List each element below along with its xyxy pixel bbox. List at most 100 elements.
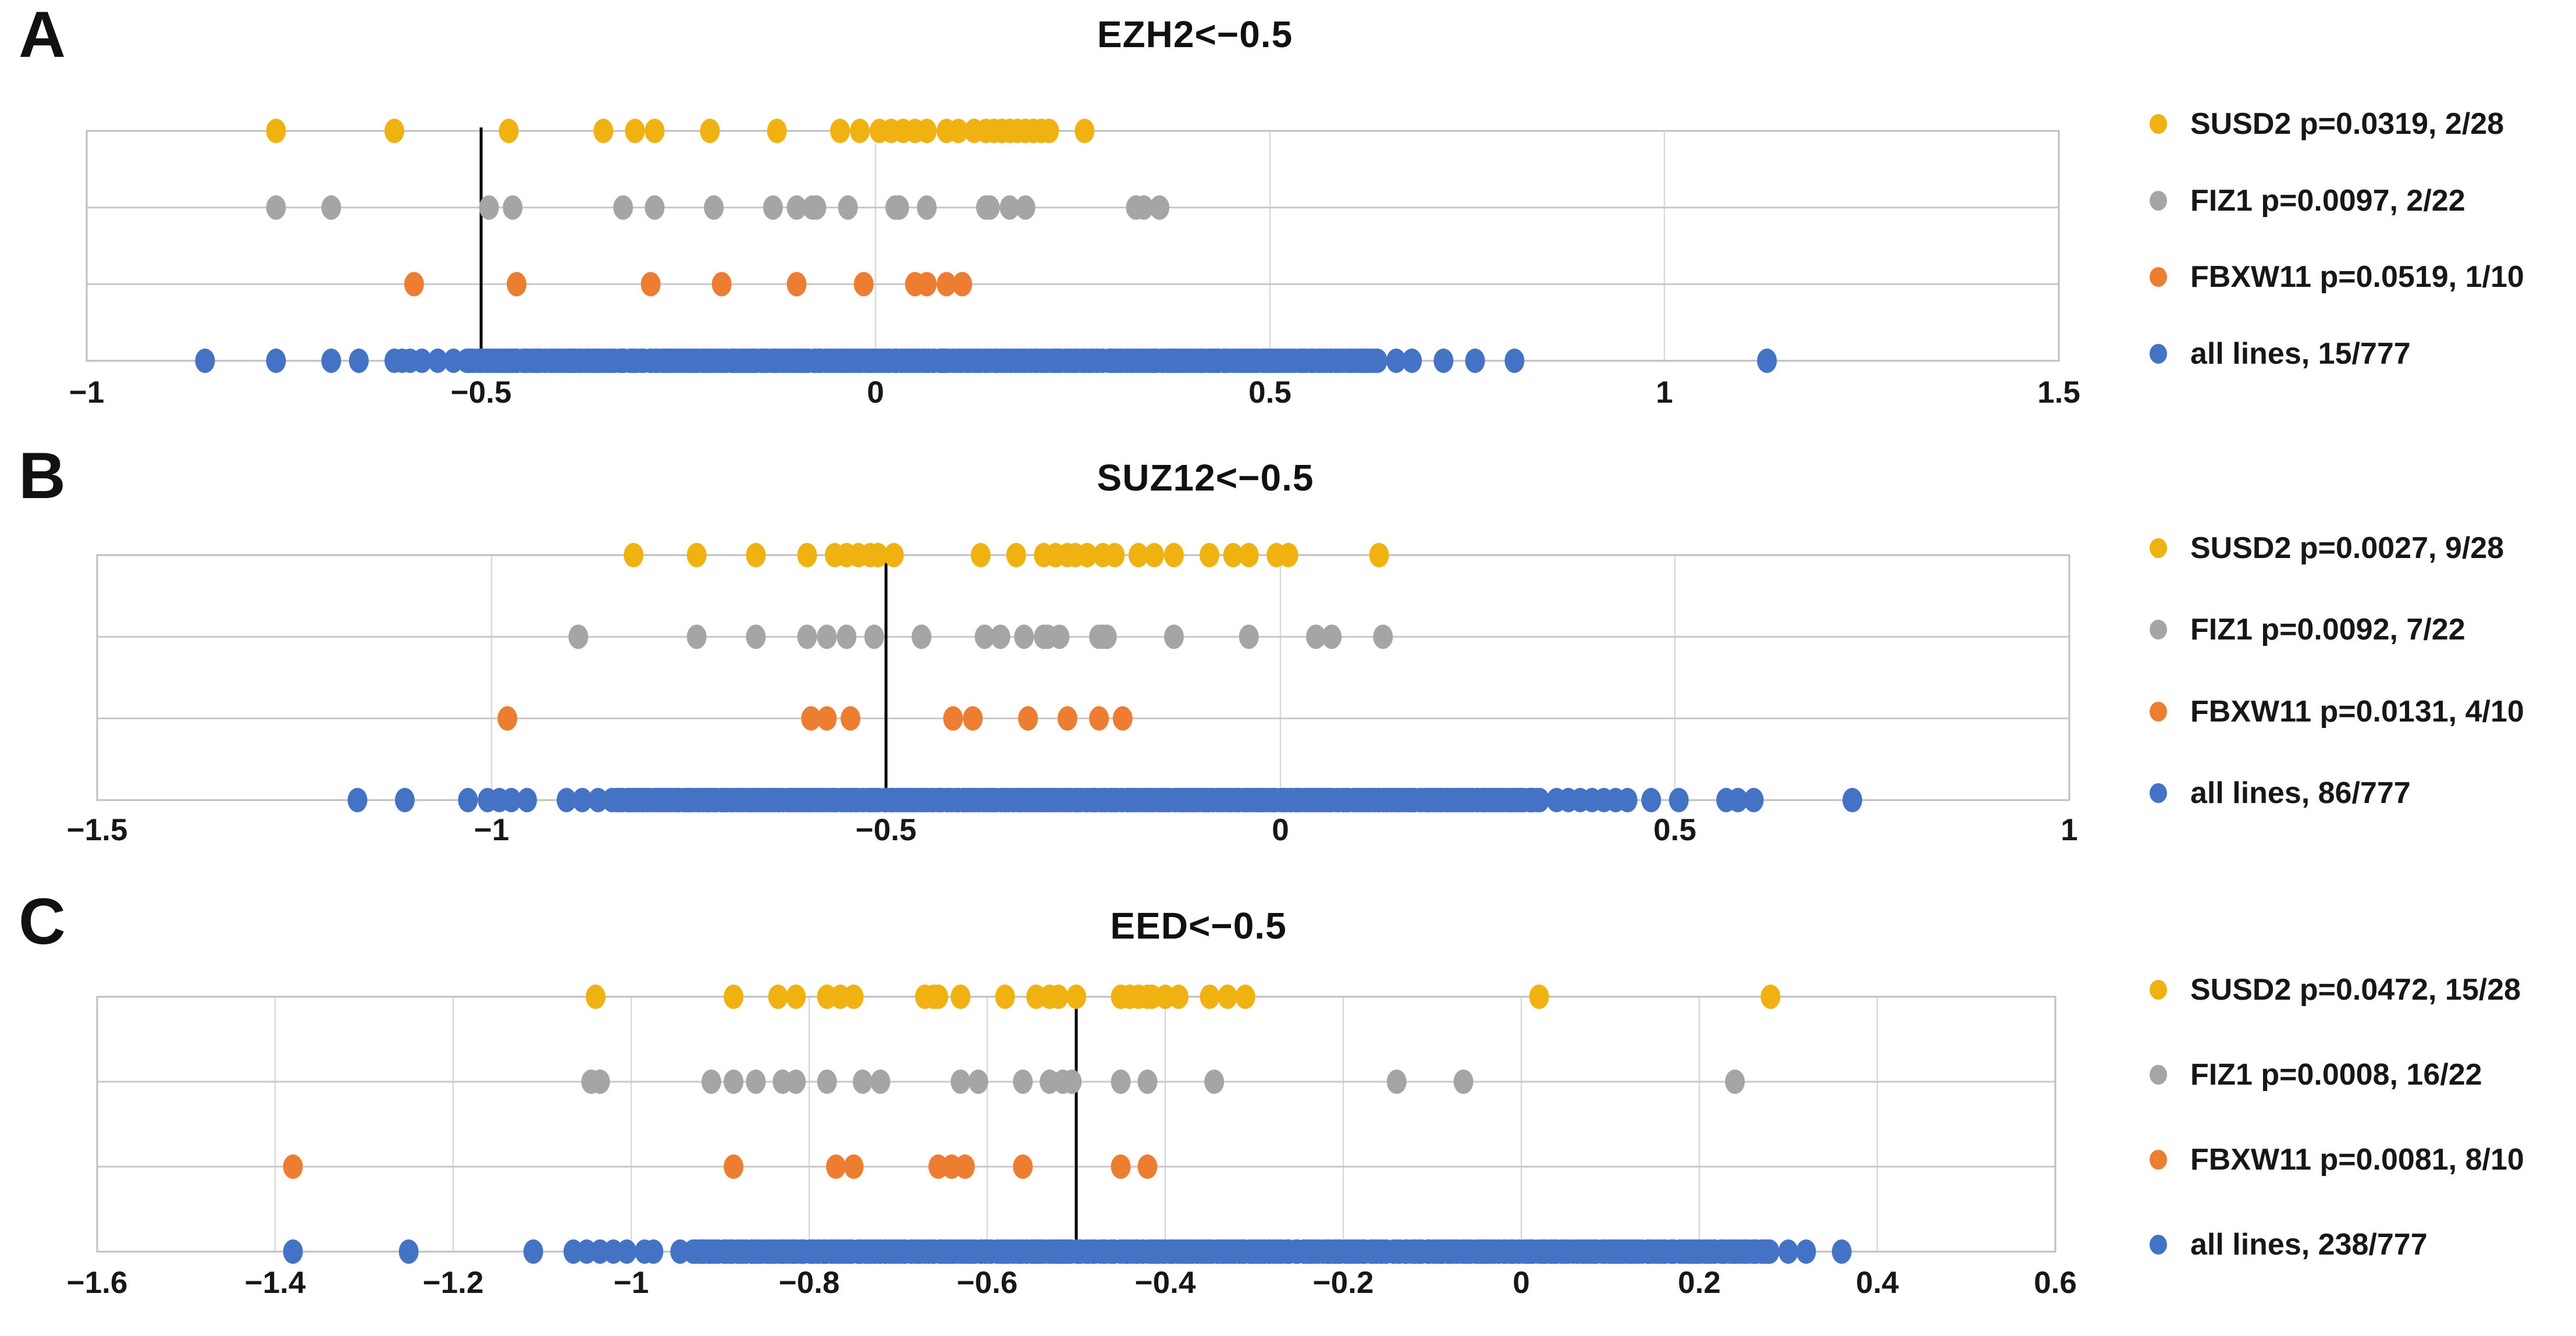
legend-label: all lines, 86/777 [2190,776,2411,810]
susd2-dot [768,985,788,1009]
x-tick-label: −0.8 [778,1266,840,1300]
fbxw11-dot [404,272,424,297]
susd2-dot [797,543,817,567]
fiz1-dot [912,624,932,649]
legend-marker-dot [2150,1150,2167,1170]
fbxw11-dot [1111,1154,1131,1179]
legend-label: FBXW11 p=0.0081, 8/10 [2190,1143,2524,1177]
x-tick-label: −0.5 [855,813,917,847]
all-lines-dot [1641,788,1661,812]
x-tick-label: −1.2 [422,1266,484,1300]
all-lines-dot [1796,1239,1816,1264]
legend-marker-dot [2150,114,2167,134]
all-lines-dot [572,788,592,812]
fbxw11-dot [853,272,874,297]
all-lines-dot [1758,1239,1778,1264]
fiz1-dot [1322,624,1342,649]
susd2-dot [1529,985,1549,1009]
all-lines-dot [321,349,341,373]
fiz1-dot [870,1069,891,1094]
susd2-dot [266,119,286,143]
fiz1-dot [797,624,817,649]
all-lines-dot [1728,788,1748,812]
legend-item: all lines, 15/777 [2150,335,2411,372]
susd2-dot [1006,543,1026,567]
x-tick-label: −1 [474,813,510,847]
fbxw11-dot [1013,1154,1033,1179]
susd2-dot [970,543,991,567]
susd2-dot [1105,543,1125,567]
fbxw11-dot [711,272,732,297]
x-tick-label: 0 [867,375,884,410]
susd2-dot [884,543,904,567]
all-lines-dot [412,349,432,373]
fbxw11-dot [787,272,807,297]
fbxw11-dot [937,272,957,297]
susd2-dot [1200,985,1220,1009]
fbxw11-dot [1137,1154,1158,1179]
fiz1-dot [838,195,858,220]
legend-label: FIZ1 p=0.0008, 16/22 [2190,1058,2482,1092]
x-tick-label: −0.5 [450,375,512,410]
fiz1-dot [980,195,1000,220]
all-lines-dot [1386,349,1406,373]
fiz1-dot [1137,1069,1158,1094]
fbxw11-dot [955,1154,975,1179]
fbxw11-dot [817,706,837,731]
all-lines-dot [428,349,448,373]
all-lines-dot [458,788,478,812]
fiz1-dot [723,1069,743,1094]
susd2-dot [830,119,850,143]
susd2-dot [1066,985,1086,1009]
all-lines-dot [501,788,521,812]
all-lines-dot [394,788,415,812]
fiz1-dot [1013,1069,1033,1094]
legend-marker-dot [2150,344,2167,364]
fbxw11-dot [283,1154,303,1179]
fiz1-dot [266,195,286,220]
legend-item: all lines, 238/777 [2150,1226,2428,1263]
legend-marker-dot [2150,783,2167,803]
legend-marker-dot [2150,620,2167,640]
all-lines-dot [266,349,286,373]
legend-label: all lines, 238/777 [2190,1228,2428,1262]
susd2-dot [624,543,644,567]
susd2-dot [1278,543,1298,567]
legend-item: FBXW11 p=0.0081, 8/10 [2150,1141,2524,1178]
legend-item: FIZ1 p=0.0092, 7/22 [2150,611,2465,648]
legend-marker-dot [2150,1065,2167,1085]
x-tick-label: −1.6 [66,1266,128,1300]
susd2-dot [1235,985,1255,1009]
susd2-dot [1199,543,1219,567]
susd2-dot [1369,543,1389,567]
all-lines-dot [399,1239,419,1264]
legend-label: FBXW11 p=0.0519, 1/10 [2190,260,2524,294]
fbxw11-dot [801,706,821,731]
fiz1-dot [746,624,766,649]
fiz1-dot [889,195,909,220]
strip-plot-svg [96,985,2056,1264]
fbxw11-dot [723,1154,743,1179]
all-lines-dot [1465,349,1485,373]
all-lines-dot [556,788,577,812]
legend-item: SUSD2 p=0.0472, 15/28 [2150,971,2521,1008]
fiz1-dot [864,624,884,649]
fbxw11-dot [641,272,661,297]
all-lines-dot [1504,349,1525,373]
susd2-dot [645,119,665,143]
fiz1-dot [990,624,1011,649]
all-lines-dot [1778,1239,1798,1264]
fiz1-dot [1049,624,1070,649]
fbxw11-dot [1089,706,1109,731]
susd2-dot [844,985,864,1009]
all-lines-dot [1433,349,1454,373]
all-lines-dot [517,788,538,812]
all-lines-dot [617,1239,637,1264]
strip-plot [86,119,2060,373]
x-tick-label: −0.6 [956,1266,1018,1300]
x-tick-label: 0.6 [2034,1266,2077,1300]
legend-item: FIZ1 p=0.0097, 2/22 [2150,182,2465,219]
legend-label: SUSD2 p=0.0472, 15/28 [2190,973,2521,1007]
fiz1-dot [1373,624,1393,649]
